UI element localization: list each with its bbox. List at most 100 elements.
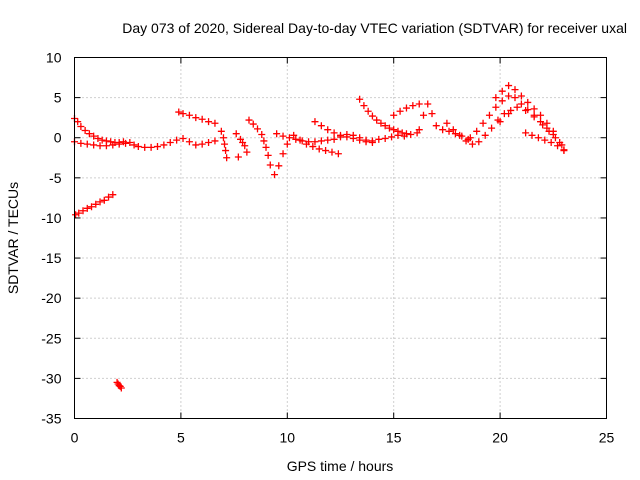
data-point [513,103,521,111]
data-point [485,111,493,119]
data-point [456,131,464,139]
data-point [396,107,404,115]
data-point [239,139,247,147]
data-point [492,94,500,102]
data-point [324,126,332,134]
data-point [315,145,323,153]
data-point [324,136,332,144]
data-point [232,130,240,138]
data-point [468,140,476,148]
data-point [109,141,117,149]
data-point [279,150,287,158]
data-point [381,135,389,143]
data-point [192,141,200,149]
data-point [492,103,500,111]
series-arc-d [113,378,125,392]
y-tick-label: -10 [41,210,61,226]
data-point [198,140,206,148]
data-point [360,102,368,110]
data-point [402,104,410,112]
data-point [530,113,538,121]
data-point [211,119,219,127]
data-point [511,86,519,94]
data-point [328,148,336,156]
data-point [343,133,351,141]
data-point [243,148,251,156]
data-point [309,143,317,151]
series-arc-l [356,95,410,138]
y-tick-label: 0 [54,130,62,146]
data-point [141,143,149,151]
data-point [271,171,279,179]
data-point [377,119,385,127]
data-point [415,100,423,108]
x-tick-label: 15 [386,430,402,446]
data-point [75,209,83,217]
data-point [90,132,98,140]
data-point [117,384,125,392]
data-point [205,118,213,126]
x-tick-label: 20 [492,430,508,446]
data-point [381,122,389,130]
data-point [317,122,325,130]
data-point [126,139,134,147]
series-arc-m [390,100,423,119]
data-point [311,118,319,126]
data-point [96,142,104,150]
data-point [160,141,168,149]
x-axis-label: GPS time / hours [287,458,394,474]
data-point [179,135,187,143]
y-axis-label: SDTVAR / TECUs [5,182,21,294]
series-arc-b [71,135,219,151]
data-point [356,136,364,144]
data-point [451,130,459,138]
data-point [402,130,410,138]
data-point [72,211,80,219]
data-point [522,106,530,114]
data-point [505,82,513,90]
data-point [368,112,376,120]
data-point [115,140,123,148]
data-point [98,136,106,144]
series-arc-c [72,191,117,219]
data-point [443,119,451,127]
data-point [258,131,266,139]
data-point [330,135,338,143]
data-point [394,127,402,135]
data-point [356,95,364,103]
data-point [264,151,272,159]
data-point [88,203,96,211]
plot-frame [74,57,607,419]
data-point [275,162,283,170]
chart-title: Day 073 of 2020, Sidereal Day-to-day VTE… [122,20,627,36]
data-point [130,141,138,149]
data-point [466,134,474,142]
data-point [537,111,545,119]
data-point [223,154,231,162]
data-point [558,141,566,149]
data-point [77,139,85,147]
data-point [105,193,113,201]
data-point [179,110,187,118]
data-point [166,139,174,147]
data-point [94,135,102,143]
data-point [530,105,538,113]
data-point [302,140,310,148]
data-point [92,200,100,208]
data-point [428,110,436,118]
data-point [77,122,85,130]
data-point [473,127,481,135]
axis-ticks: 0 5 10 15 20 25 10 5 0 -5 -10 -15 -20 -25 -30 -35 [41,50,614,446]
data-point [541,136,549,144]
data-point [266,161,274,169]
data-point [517,100,525,108]
data-point [388,133,396,141]
data-point [283,140,291,148]
data-point [373,116,381,124]
data-point [368,139,376,147]
data-point [415,126,423,134]
data-point [211,137,219,145]
data-point [173,136,181,144]
y-tick-label: 10 [46,50,62,66]
